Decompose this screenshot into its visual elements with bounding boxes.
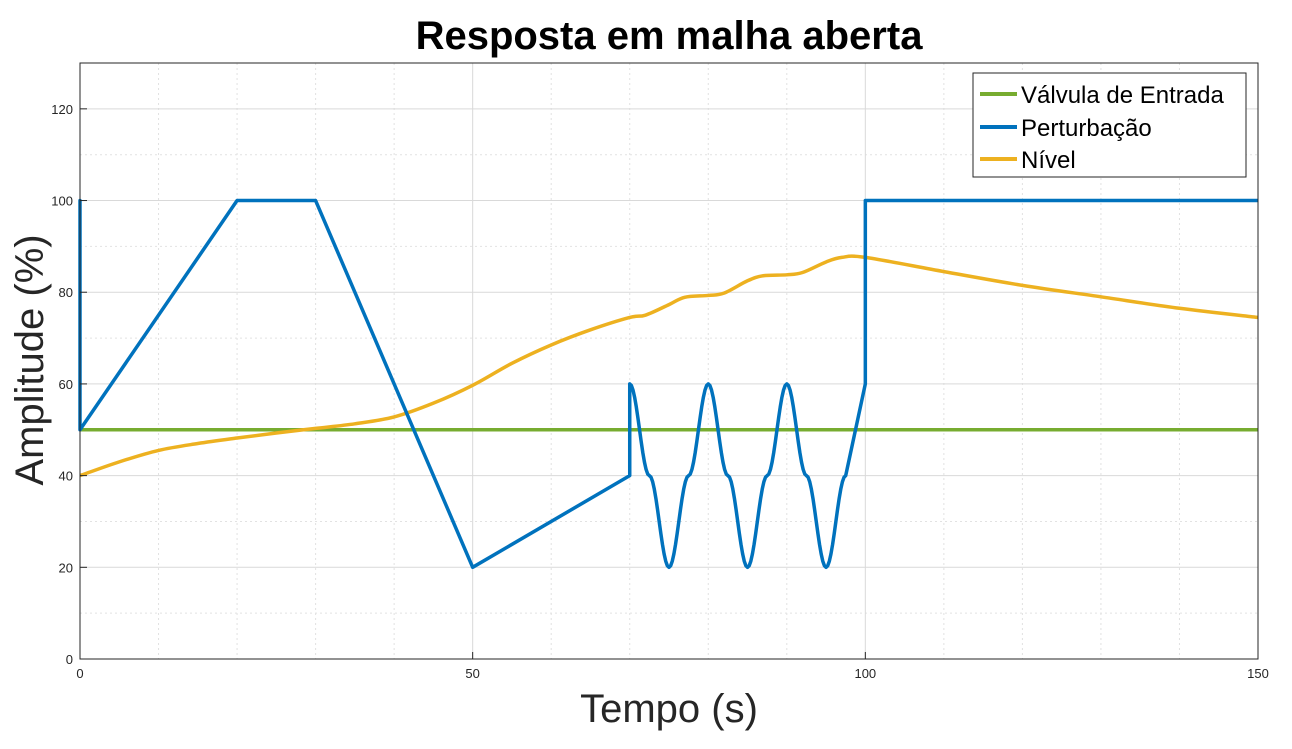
y-axis-label: Amplitude (%) bbox=[8, 234, 52, 485]
legend-label-nivel: Nível bbox=[1021, 147, 1076, 174]
series-perturbacao bbox=[78, 198, 1258, 570]
y-tick-label: 20 bbox=[59, 560, 73, 575]
tick-labels: 0 50 100 150 0 20 40 60 80 100 120 bbox=[51, 102, 1269, 681]
x-tick-label: 150 bbox=[1247, 666, 1269, 681]
y-tick-label: 0 bbox=[66, 652, 73, 667]
legend-label-valvula: Válvula de Entrada bbox=[1021, 82, 1224, 109]
plot-frame bbox=[79, 62, 1259, 660]
legend: Válvula de Entrada Perturbação Nível bbox=[972, 72, 1247, 178]
legend-box bbox=[972, 72, 1247, 178]
x-tick-label: 100 bbox=[854, 666, 876, 681]
legend-label-perturbacao: Perturbação bbox=[1021, 115, 1152, 142]
y-tick-label: 40 bbox=[59, 469, 73, 484]
x-tick-label: 50 bbox=[465, 666, 479, 681]
y-tick-label: 100 bbox=[51, 194, 73, 209]
y-tick-label: 60 bbox=[59, 377, 73, 392]
x-axis-label: Tempo (s) bbox=[580, 687, 758, 731]
y-tick-label: 120 bbox=[51, 102, 73, 117]
chart-title: Resposta em malha aberta bbox=[416, 14, 924, 58]
axis-ticks bbox=[79, 108, 1259, 660]
series-layer bbox=[78, 198, 1259, 570]
x-tick-label: 0 bbox=[76, 666, 83, 681]
series-nivel bbox=[79, 254, 1259, 478]
y-tick-label: 80 bbox=[59, 285, 73, 300]
